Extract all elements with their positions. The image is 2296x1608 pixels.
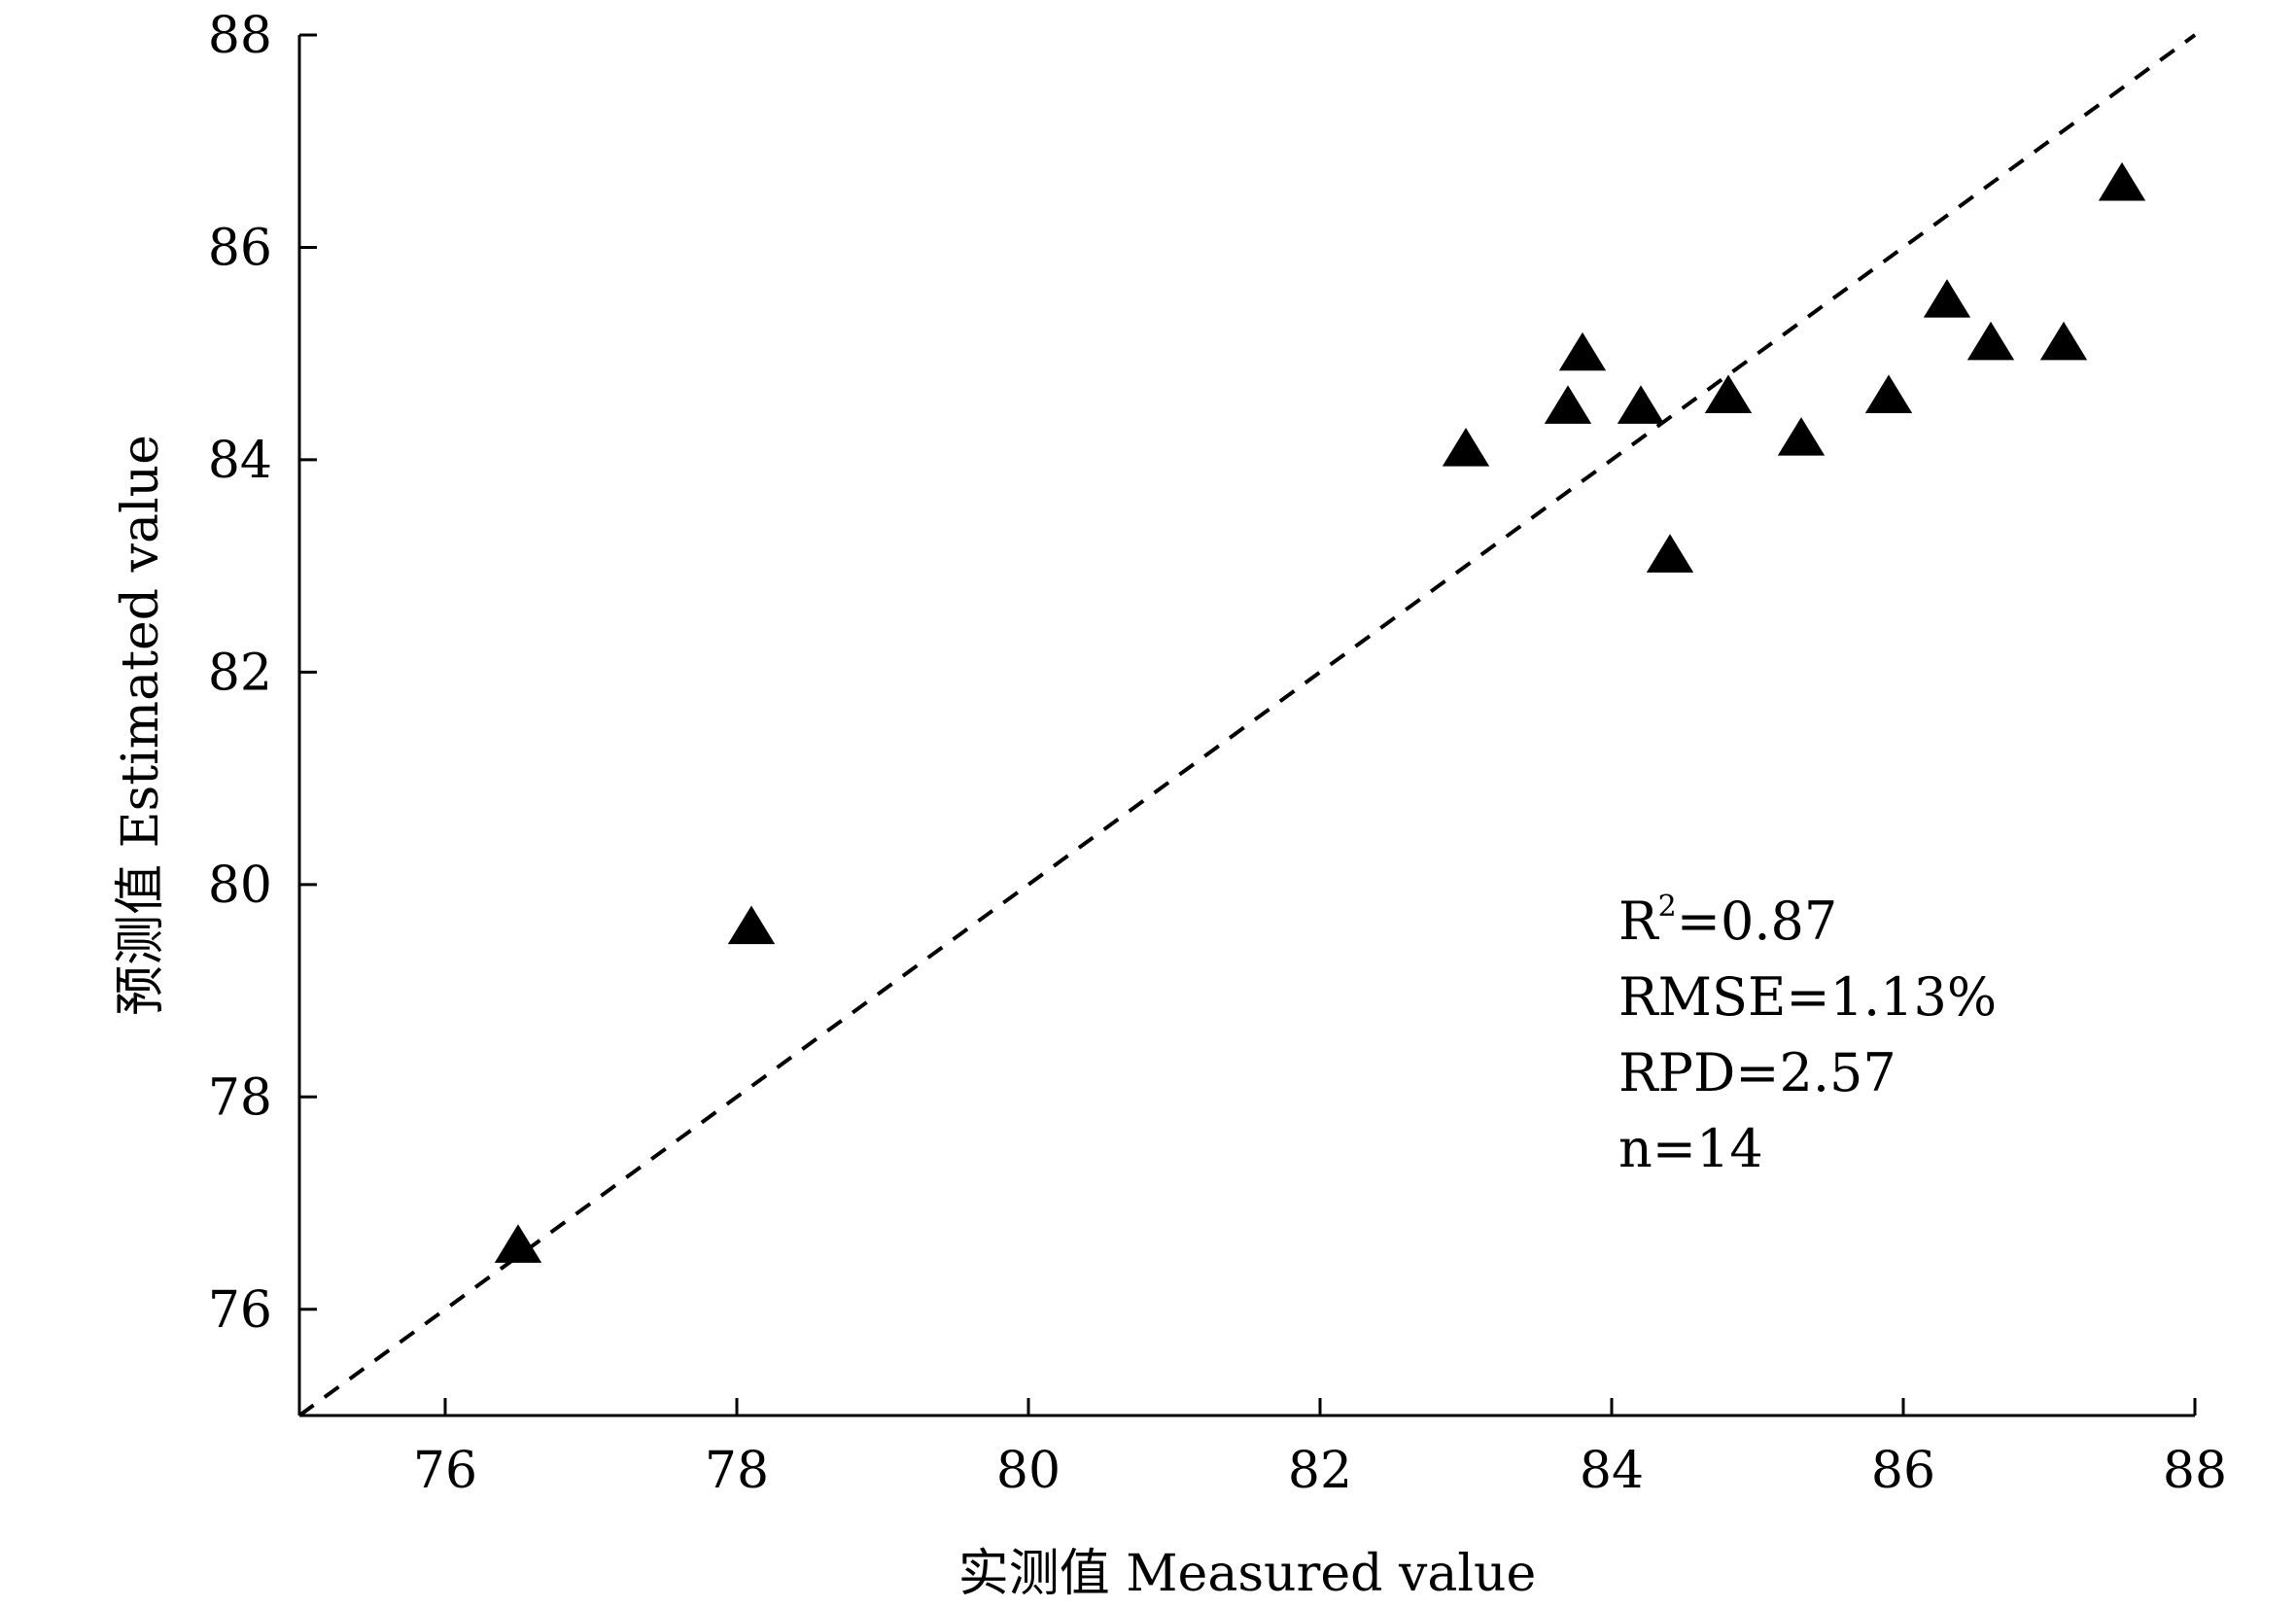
r2-superscript: 2 bbox=[1658, 890, 1677, 924]
data-point bbox=[2039, 321, 2088, 361]
data-point bbox=[1617, 385, 1665, 424]
y-tick-label: 86 bbox=[208, 219, 272, 277]
data-points bbox=[494, 161, 2146, 1263]
r2-value: =0.87 bbox=[1677, 891, 1837, 952]
data-point bbox=[1923, 279, 1971, 318]
y-tick-label: 88 bbox=[208, 7, 272, 65]
data-point bbox=[1544, 385, 1592, 424]
x-tick-label: 88 bbox=[2163, 1442, 2227, 1500]
data-point bbox=[1646, 534, 1694, 573]
x-tick-label: 80 bbox=[996, 1442, 1061, 1500]
axes bbox=[297, 35, 2195, 1417]
data-point bbox=[1558, 332, 1607, 371]
data-point bbox=[494, 1224, 542, 1263]
y-tick-label: 78 bbox=[208, 1068, 272, 1127]
y-tick-label: 80 bbox=[208, 856, 272, 915]
y-tick-label: 84 bbox=[208, 432, 272, 490]
data-point bbox=[1442, 428, 1490, 467]
r2-stat: R2=0.87 bbox=[1618, 890, 1837, 952]
x-ticks: 76 78 80 82 84 86 88 bbox=[413, 1398, 2227, 1500]
x-tick-label: 84 bbox=[1580, 1442, 1644, 1500]
y-tick-label: 76 bbox=[208, 1281, 272, 1340]
y-tick-label: 82 bbox=[208, 644, 272, 702]
rpd-stat: RPD=2.57 bbox=[1618, 1042, 1896, 1103]
x-tick-label: 86 bbox=[1871, 1442, 1935, 1500]
reference-line-group bbox=[297, 33, 2197, 1417]
data-point bbox=[1777, 417, 1826, 456]
y-axis-title: 预测值 Estimated value bbox=[112, 435, 170, 1016]
statistics-annotation: R2=0.87 RMSE=1.13% RPD=2.57 n=14 bbox=[1618, 890, 1997, 1179]
x-tick-label: 76 bbox=[413, 1442, 477, 1500]
r2-prefix: R bbox=[1618, 891, 1659, 952]
x-tick-label: 78 bbox=[705, 1442, 769, 1500]
sample-count-stat: n=14 bbox=[1618, 1118, 1763, 1179]
rmse-stat: RMSE=1.13% bbox=[1618, 966, 1997, 1028]
data-point bbox=[2098, 161, 2146, 201]
data-point bbox=[1966, 321, 2015, 361]
data-point bbox=[1704, 374, 1753, 413]
one-to-one-reference-line bbox=[297, 33, 2197, 1417]
x-tick-label: 82 bbox=[1288, 1442, 1352, 1500]
y-ticks: 76 78 80 82 84 86 88 bbox=[208, 7, 317, 1340]
x-axis-title: 实测值 Measured value bbox=[958, 1545, 1536, 1603]
data-point bbox=[727, 905, 776, 945]
data-point bbox=[1864, 374, 1913, 413]
